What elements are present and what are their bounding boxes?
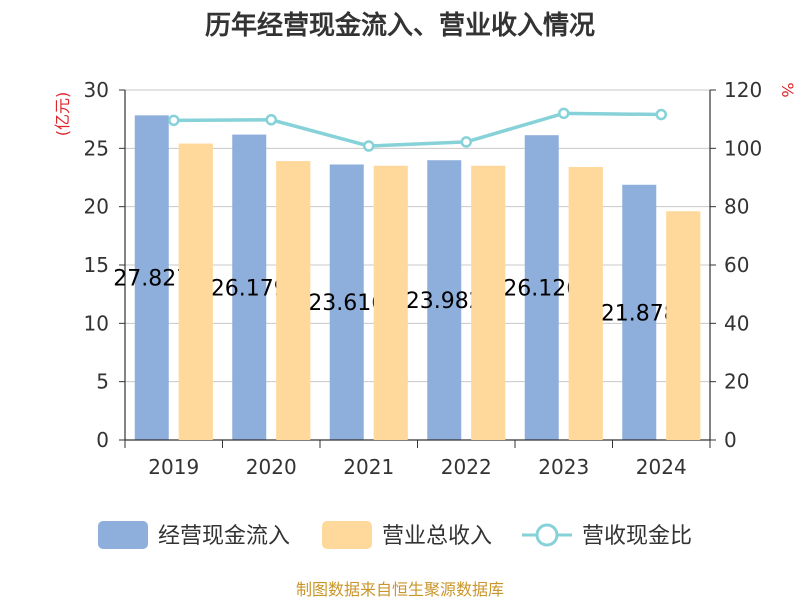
x-tick-label: 2022 bbox=[441, 455, 492, 479]
legend-swatch-revenue bbox=[322, 521, 372, 549]
legend-label-ratio: 营收现金比 bbox=[582, 524, 692, 549]
bar-revenue-overlay bbox=[666, 211, 701, 440]
chart-title: 历年经营现金流入、营业收入情况 bbox=[205, 10, 595, 41]
line-point bbox=[363, 140, 375, 152]
data-label-cash-inflow: 26.126 bbox=[503, 277, 580, 302]
y-left-tick-label: 5 bbox=[96, 370, 109, 394]
data-label-cash-inflow: 27.827 bbox=[113, 267, 190, 292]
legend-marker-ratio bbox=[535, 523, 559, 547]
line-point bbox=[558, 107, 570, 120]
bar-revenue-overlay bbox=[373, 165, 408, 441]
data-label-cash-inflow: 21.878 bbox=[601, 301, 678, 326]
y-left-tick-label: 15 bbox=[84, 253, 109, 277]
bar-cash-inflow bbox=[232, 134, 267, 440]
y-left-tick-label: 10 bbox=[84, 311, 109, 335]
x-tick-label: 2024 bbox=[636, 455, 687, 479]
line-point bbox=[168, 114, 180, 127]
bar-cash-inflow bbox=[427, 160, 462, 440]
x-tick-label: 2023 bbox=[538, 455, 589, 479]
bar-revenue-overlay bbox=[276, 161, 311, 440]
y-right-tick-label: 60 bbox=[724, 253, 749, 277]
y-left-tick-label: 0 bbox=[96, 428, 109, 452]
legend-label-revenue: 营业总收入 bbox=[382, 524, 492, 549]
bar-cash-inflow bbox=[524, 135, 559, 441]
line-point bbox=[655, 108, 667, 121]
axes: 0 5 10 15 20 25 30 0 20 40 60 80 100 120 2019 2020 2021 2… bbox=[84, 78, 763, 479]
bar-revenue-overlay bbox=[568, 167, 603, 440]
y-right-tick-label: 120 bbox=[724, 78, 762, 102]
x-tick-label: 2019 bbox=[148, 455, 199, 479]
line-point bbox=[460, 136, 472, 148]
y-right-tick-label: 80 bbox=[724, 195, 749, 219]
y-right-tick-label: 40 bbox=[724, 311, 749, 335]
legend-swatch-cash-inflow bbox=[98, 521, 148, 549]
data-label-cash-inflow: 23.616 bbox=[308, 291, 385, 316]
y-left-tick-label: 30 bbox=[84, 78, 109, 102]
y-right-tick-label: 0 bbox=[724, 428, 737, 452]
bar-cash-inflow bbox=[329, 164, 364, 441]
line-point bbox=[265, 114, 277, 126]
data-label-cash-inflow: 26.179 bbox=[211, 276, 288, 301]
grid-lines bbox=[125, 89, 710, 441]
bar-cash-inflow bbox=[134, 115, 169, 440]
line-series bbox=[168, 107, 667, 152]
y-right-unit: % bbox=[778, 82, 797, 97]
x-tick-label: 2021 bbox=[343, 455, 394, 479]
y-left-unit: (亿元) bbox=[53, 92, 72, 137]
data-labels: 27.827 26.179 23.616 23.982 26.126 21.878 bbox=[113, 143, 701, 441]
data-label-cash-inflow: 23.982 bbox=[406, 289, 483, 314]
y-left-tick-label: 20 bbox=[84, 195, 109, 219]
bar-revenue-overlay bbox=[178, 143, 213, 440]
y-right-tick-label: 20 bbox=[724, 370, 749, 394]
y-right-tick-label: 100 bbox=[724, 136, 762, 160]
x-tick-label: 2020 bbox=[246, 455, 297, 479]
bar-cash-inflow bbox=[622, 184, 657, 440]
legend: 经营现金流入 营业总收入 营收现金比 bbox=[98, 521, 692, 549]
line-ratio bbox=[173, 111, 662, 148]
y-left-tick-label: 25 bbox=[84, 136, 109, 160]
bar-revenue-overlay bbox=[471, 165, 506, 441]
source-note: 制图数据来自恒生聚源数据库 bbox=[296, 580, 504, 599]
legend-label-cash-inflow: 经营现金流入 bbox=[158, 524, 290, 549]
